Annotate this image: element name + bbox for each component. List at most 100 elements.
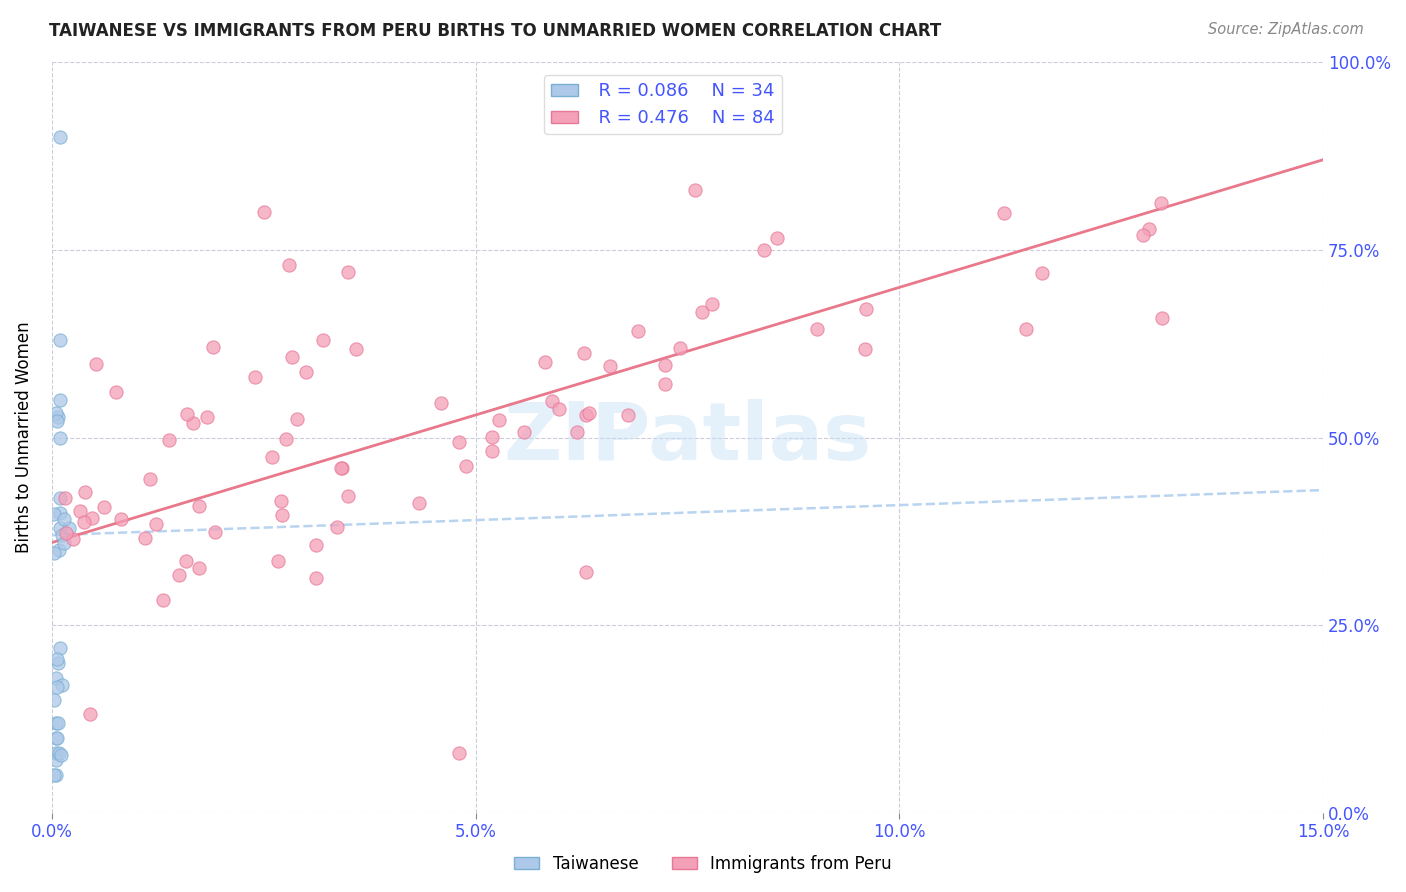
Point <box>75 485 97 500</box>
Point <box>152 592 174 607</box>
Point <box>627 324 650 338</box>
Point <box>80 510 103 524</box>
Point <box>669 341 692 355</box>
Point <box>44 546 66 560</box>
Point <box>281 351 304 365</box>
Point <box>139 472 162 486</box>
Point <box>285 412 308 426</box>
Point <box>49 640 72 655</box>
Point <box>110 511 132 525</box>
Point <box>1015 322 1038 336</box>
Point <box>73 515 96 529</box>
Point <box>45 753 67 767</box>
Point <box>201 340 224 354</box>
Point <box>326 520 349 534</box>
Point <box>683 183 706 197</box>
Point <box>295 365 318 379</box>
Legend:   R = 0.086    N = 34,   R = 0.476    N = 84: R = 0.086 N = 34, R = 0.476 N = 84 <box>544 75 782 135</box>
Point <box>312 333 335 347</box>
Point <box>58 520 80 534</box>
Point <box>45 671 67 685</box>
Point <box>344 342 367 356</box>
Point <box>481 430 503 444</box>
Point <box>267 554 290 568</box>
Point <box>45 746 67 760</box>
Point <box>260 450 283 464</box>
Point <box>145 516 167 531</box>
Point <box>157 434 180 448</box>
Point <box>55 525 77 540</box>
Point <box>45 715 67 730</box>
Point <box>702 297 724 311</box>
Point <box>243 369 266 384</box>
Point <box>44 507 66 521</box>
Point <box>48 543 70 558</box>
Point <box>49 491 72 505</box>
Text: Source: ZipAtlas.com: Source: ZipAtlas.com <box>1208 22 1364 37</box>
Legend: Taiwanese, Immigrants from Peru: Taiwanese, Immigrants from Peru <box>508 848 898 880</box>
Point <box>49 506 72 520</box>
Y-axis label: Births to Unmarried Women: Births to Unmarried Women <box>15 322 32 553</box>
Point <box>274 432 297 446</box>
Point <box>654 377 676 392</box>
Point <box>575 566 598 580</box>
Point <box>44 693 66 707</box>
Point <box>46 680 69 694</box>
Point <box>49 333 72 347</box>
Point <box>654 358 676 372</box>
Point <box>45 406 67 420</box>
Point <box>752 244 775 258</box>
Point <box>69 504 91 518</box>
Point <box>541 393 564 408</box>
Point <box>53 491 76 505</box>
Point <box>204 524 226 539</box>
Point <box>278 258 301 272</box>
Point <box>330 461 353 475</box>
Point <box>51 678 73 692</box>
Point <box>105 385 128 400</box>
Point <box>86 357 108 371</box>
Point <box>430 396 453 410</box>
Point <box>330 460 353 475</box>
Point <box>183 417 205 431</box>
Point <box>1031 266 1053 280</box>
Point <box>62 532 84 546</box>
Point <box>45 731 67 745</box>
Point <box>488 413 510 427</box>
Point <box>270 493 292 508</box>
Point <box>52 512 75 526</box>
Point <box>1150 196 1173 211</box>
Point <box>337 489 360 503</box>
Point <box>617 408 640 422</box>
Point <box>188 499 211 513</box>
Point <box>572 345 595 359</box>
Point <box>46 656 69 670</box>
Point <box>456 459 478 474</box>
Point <box>49 392 72 407</box>
Point <box>993 206 1015 220</box>
Point <box>271 508 294 522</box>
Point <box>134 531 156 545</box>
Point <box>575 408 598 422</box>
Point <box>46 414 69 428</box>
Point <box>45 768 67 782</box>
Point <box>1152 311 1174 326</box>
Point <box>447 746 470 760</box>
Text: ZIPatlas: ZIPatlas <box>503 399 872 476</box>
Point <box>46 715 69 730</box>
Text: TAIWANESE VS IMMIGRANTS FROM PERU BIRTHS TO UNMARRIED WOMEN CORRELATION CHART: TAIWANESE VS IMMIGRANTS FROM PERU BIRTHS… <box>49 22 942 40</box>
Point <box>51 528 73 542</box>
Point <box>304 571 326 585</box>
Point <box>1137 222 1160 236</box>
Point <box>195 410 218 425</box>
Point <box>53 535 76 549</box>
Point <box>93 500 115 515</box>
Point <box>481 444 503 458</box>
Point <box>599 359 621 373</box>
Point <box>447 434 470 449</box>
Point <box>548 401 571 416</box>
Point <box>45 731 67 745</box>
Point <box>44 768 66 782</box>
Point <box>79 707 101 722</box>
Point <box>578 406 600 420</box>
